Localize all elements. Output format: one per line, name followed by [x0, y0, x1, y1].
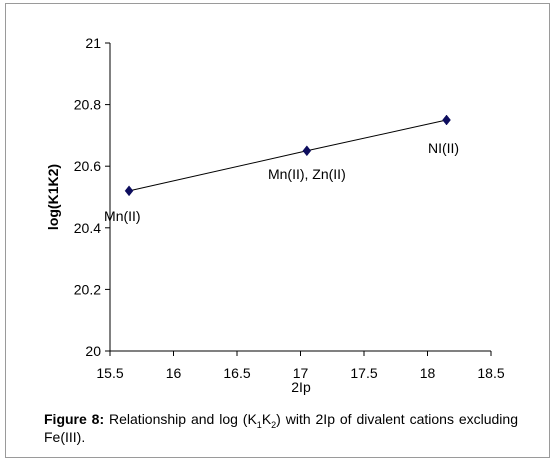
x-tick-label: 16.5	[223, 365, 250, 381]
data-point-label: NI(II)	[428, 140, 459, 156]
data-point	[442, 114, 451, 126]
data-point-label: Mn(II), Zn(II)	[268, 166, 346, 182]
y-tick-label: 20	[85, 343, 101, 359]
x-tick-label: 17	[293, 365, 309, 381]
y-tick-label: 20.2	[74, 281, 101, 297]
data-point	[124, 185, 134, 197]
x-axis-label: 2Ip	[291, 379, 311, 395]
y-tick-label: 20.8	[74, 97, 101, 113]
caption-subscript-2: 2	[271, 419, 277, 430]
chart-marks: Mn(II) Mn(II), Zn(II) NI(II)	[104, 114, 459, 224]
x-tick-label: 18.5	[477, 365, 504, 381]
x-tick-label: 17.5	[350, 365, 377, 381]
y-tick-label: 20.4	[74, 220, 101, 236]
caption-text-a: Relationship and log (K	[104, 411, 257, 427]
caption-text-c: ) with 2Ip of divalent cations excluding…	[44, 411, 518, 445]
chart: 20 20.2 20.4 20.6 20.8 21 15.5 16 16.5 17 17.5 18 18…	[45, 35, 505, 395]
chart-axes: 20 20.2 20.4 20.6 20.8 21 15.5 16 16.5 17 17.5 18 18…	[74, 35, 505, 381]
y-tick-label: 20.6	[74, 158, 101, 174]
data-point-label: Mn(II)	[104, 208, 141, 224]
x-tick-label: 16	[166, 365, 182, 381]
y-axis-label: log(K1K2)	[45, 164, 61, 230]
y-tick-label: 21	[85, 35, 101, 51]
figure-caption: Figure 8: Relationship and log (K1K2) wi…	[44, 410, 518, 446]
caption-figure-number: Figure 8:	[44, 411, 105, 427]
caption-text-b: K	[261, 411, 272, 427]
data-point	[302, 145, 312, 157]
caption-subscript-1: 1	[256, 419, 262, 430]
x-tick-label: 18	[420, 365, 436, 381]
figure-frame	[5, 3, 550, 458]
x-tick-label: 15.5	[96, 365, 123, 381]
